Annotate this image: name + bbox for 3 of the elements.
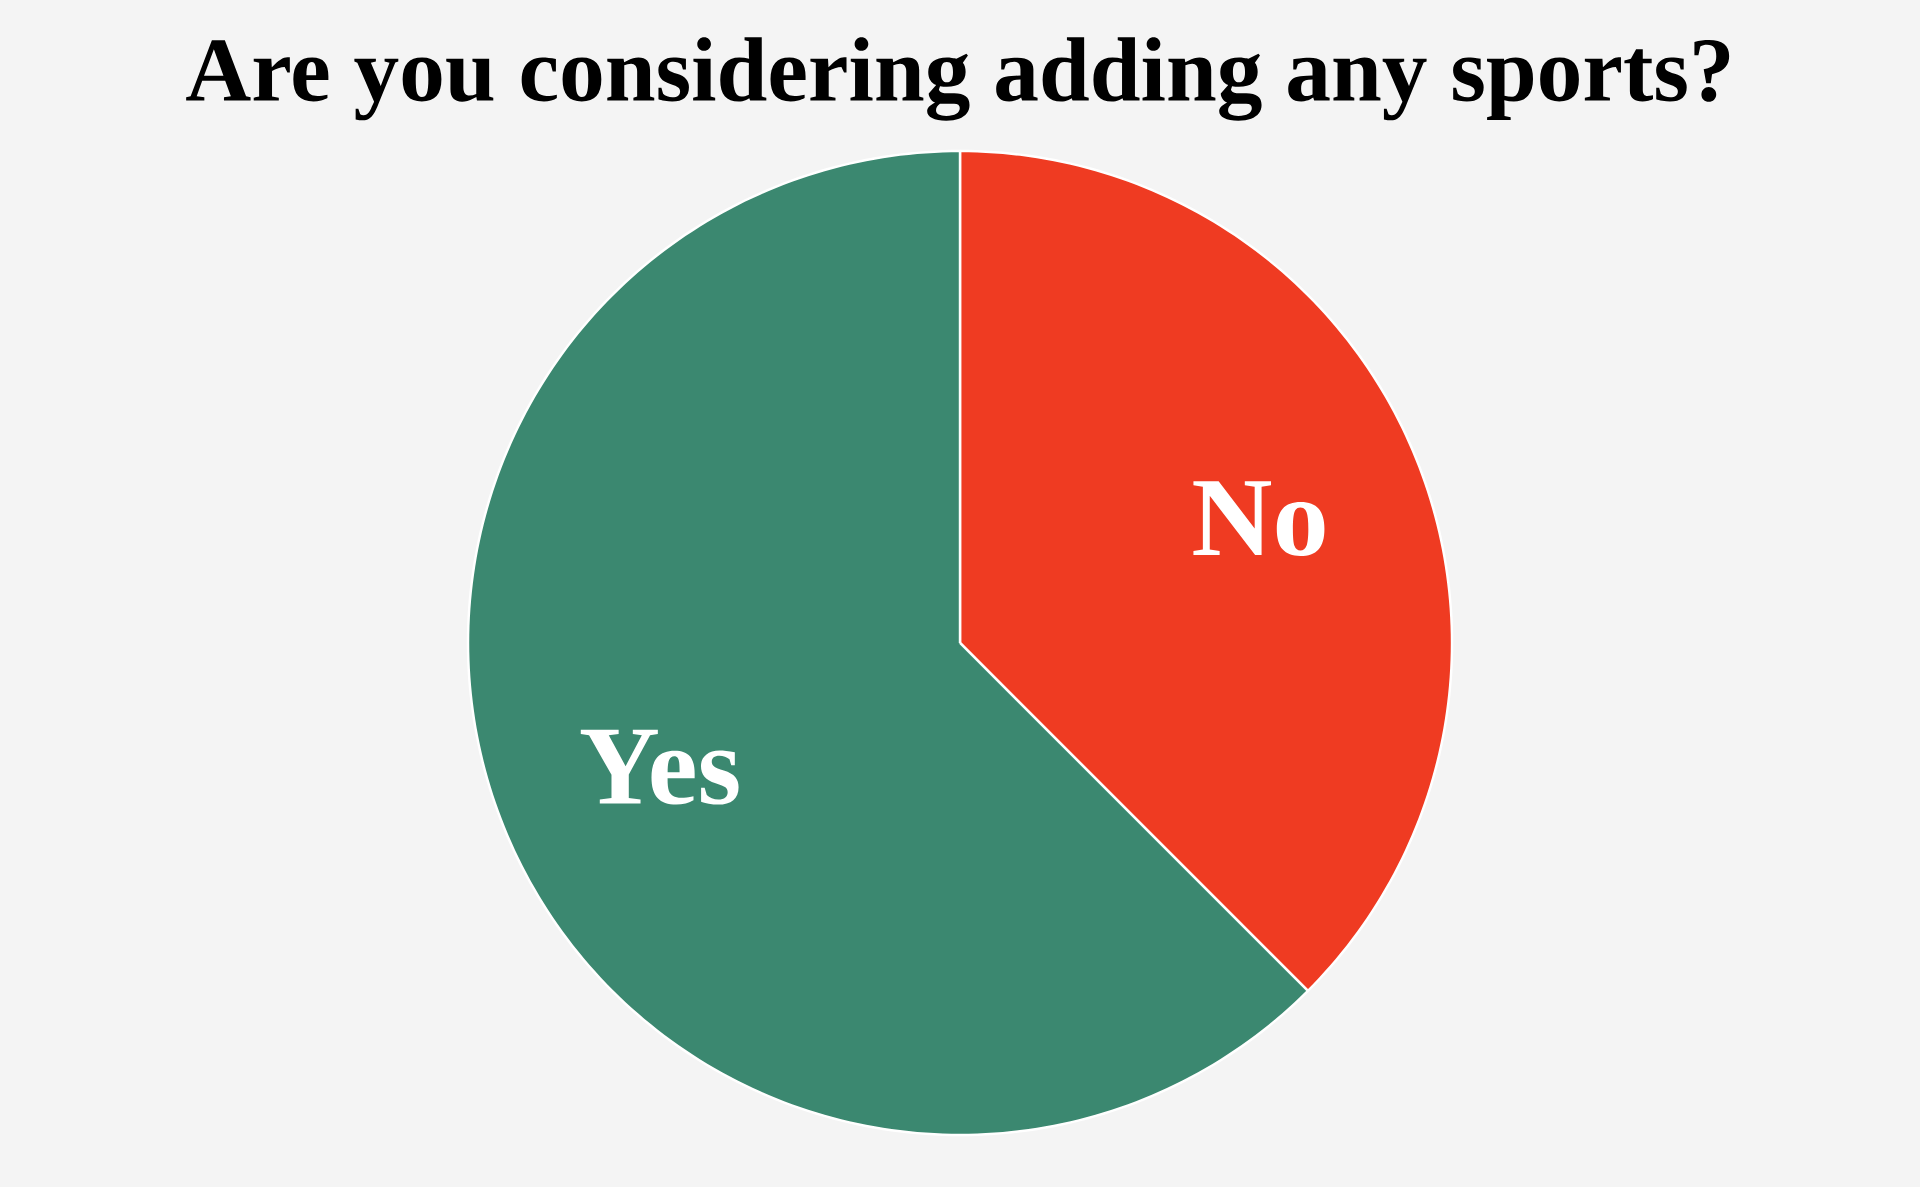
- slice-label: Yes: [580, 729, 739, 805]
- chart-title: Are you considering adding any sports?: [186, 37, 1730, 121]
- slice-label: No: [1193, 481, 1325, 557]
